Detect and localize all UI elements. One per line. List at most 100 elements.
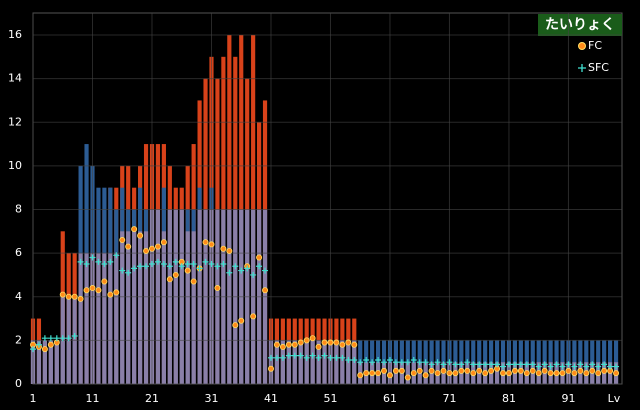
sfc-point [434, 359, 441, 366]
fc-point [113, 289, 120, 296]
fc-point [339, 341, 346, 348]
x-tick-label: 81 [502, 392, 516, 405]
bar [340, 340, 345, 384]
sfc-point [208, 261, 215, 268]
sfc-point [321, 352, 328, 359]
fc-point [381, 367, 388, 374]
sfc-point [47, 335, 54, 342]
fc-point [297, 339, 304, 346]
sfc-point [143, 263, 150, 270]
bar [316, 340, 321, 384]
sfc-point [172, 258, 179, 265]
fc-point [143, 247, 150, 254]
fc-point [202, 239, 209, 246]
sfc-point [315, 354, 322, 361]
bar [310, 340, 315, 384]
bar [138, 231, 143, 384]
fc-point [505, 370, 512, 377]
sfc-point [577, 361, 584, 368]
fc-point [95, 287, 102, 294]
sfc-point [410, 357, 417, 364]
fc-point [404, 374, 411, 381]
sfc-point [476, 361, 483, 368]
sfc-point [529, 361, 536, 368]
fc-point [303, 337, 310, 344]
bar [48, 340, 53, 384]
fc-point [238, 317, 245, 324]
fc-point [398, 367, 405, 374]
fc-point [83, 287, 90, 294]
legend-label: SFC [588, 61, 609, 74]
y-tick-label: 10 [8, 159, 22, 172]
sfc-point [345, 357, 352, 364]
bar [102, 253, 107, 384]
sfc-point [107, 258, 114, 265]
sfc-point [65, 335, 72, 342]
fc-point [41, 346, 48, 353]
sfc-point [291, 352, 298, 359]
fc-point [386, 372, 393, 379]
x-tick-label: 91 [561, 392, 575, 405]
fc-point [577, 367, 584, 374]
sfc-point [59, 335, 66, 342]
sfc-point [613, 363, 620, 370]
sfc-point [131, 265, 138, 272]
sfc-point [226, 269, 233, 276]
fc-point [333, 339, 340, 346]
fc-point [458, 367, 465, 374]
bar [304, 340, 309, 384]
bar [191, 231, 196, 384]
x-tick-label: 41 [264, 392, 278, 405]
bar [120, 231, 125, 384]
fc-point [375, 370, 382, 377]
sfc-point [244, 265, 251, 272]
y-tick-label: 16 [8, 28, 22, 41]
sfc-point [398, 359, 405, 366]
fc-point [107, 291, 114, 298]
fc-point [565, 367, 572, 374]
plot-frame [32, 12, 623, 385]
fc-point [119, 237, 126, 244]
sfc-point [595, 363, 602, 370]
fc-point [357, 372, 364, 379]
fc-point [410, 370, 417, 377]
sfc-point [535, 363, 542, 370]
sfc-point [77, 258, 84, 265]
sfc-point [541, 361, 548, 368]
x-axis-label: Lv [608, 392, 621, 405]
fc-point [428, 367, 435, 374]
fc-point [166, 276, 173, 283]
fc-point [476, 367, 483, 374]
sfc-point [41, 335, 48, 342]
chart-title: たいりょく [545, 17, 615, 33]
fc-point [71, 293, 78, 300]
sfc-point [190, 261, 197, 268]
sfc-point [238, 267, 245, 274]
sfc-point [178, 263, 185, 270]
bar [114, 253, 119, 384]
fc-point [184, 267, 191, 274]
sfc-point [339, 354, 346, 361]
sfc-point [517, 361, 524, 368]
sfc-point [416, 359, 423, 366]
fc-point [125, 243, 132, 250]
fc-point [137, 232, 144, 239]
bar [185, 231, 190, 384]
bar [280, 340, 285, 384]
sfc-point [148, 261, 155, 268]
fc-point [267, 365, 274, 372]
sfc-point [500, 363, 507, 370]
fc-point [452, 370, 459, 377]
bar [334, 340, 339, 384]
bar [84, 253, 89, 384]
sfc-point [184, 261, 191, 268]
sfc-point [101, 261, 108, 268]
sfc-point [589, 361, 596, 368]
fc-point [369, 370, 376, 377]
fc-point [363, 370, 370, 377]
sfc-point [422, 359, 429, 366]
bar [108, 253, 113, 384]
fc-point [422, 372, 429, 379]
sfc-point [375, 357, 382, 364]
